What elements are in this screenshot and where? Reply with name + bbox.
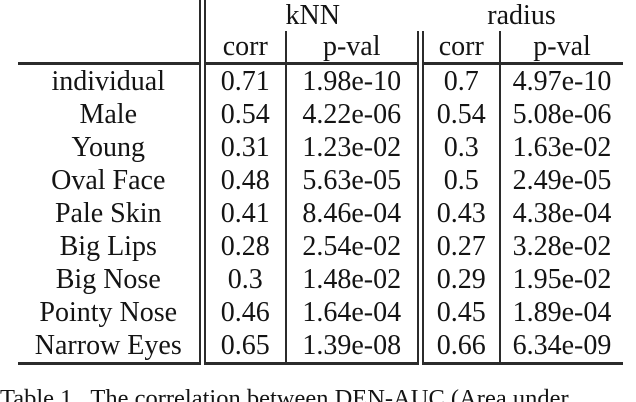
- row-label: Oval Face: [18, 164, 206, 197]
- col-header-knn-corr: corr: [202, 31, 287, 65]
- cell-radius-pval: 1.95e-02: [512, 264, 612, 295]
- table-row: Narrow Eyes 0.65 1.39e-08 0.66 6.34e-09: [18, 329, 624, 365]
- row-label: Narrow Eyes: [18, 329, 206, 365]
- group-header-radius: radius: [487, 0, 556, 31]
- cell-radius-corr: 0.43: [420, 197, 502, 230]
- row-label: Big Nose: [18, 263, 206, 296]
- cell-knn-pval: 8.46e-04: [286, 197, 424, 230]
- cell-radius-corr: 0.5: [420, 164, 502, 197]
- cell-knn-pval: 1.23e-02: [286, 131, 424, 164]
- cell-radius-pval: 4.97e-10: [512, 66, 612, 97]
- cell-knn-corr: 0.28: [202, 230, 287, 263]
- cell-radius-corr: 0.45: [420, 296, 502, 329]
- correlation-table: kNN radius corr p-val corr p-val individ…: [18, 0, 624, 365]
- cell-knn-corr: 0.31: [202, 131, 287, 164]
- cell-radius-pval: 4.38e-04: [512, 198, 612, 229]
- cell-knn-pval: 1.48e-02: [286, 263, 424, 296]
- cell-radius-corr: 0.27: [420, 230, 502, 263]
- row-label: Pale Skin: [18, 197, 206, 230]
- group-header-knn: kNN: [285, 0, 340, 31]
- cell-radius-pval: 2.49e-05: [512, 165, 612, 196]
- cell-radius-pval: 6.34e-09: [500, 329, 624, 365]
- cell-radius-corr: 0.54: [420, 98, 502, 131]
- cell-radius-pval: 1.89e-04: [512, 297, 612, 328]
- cell-knn-corr: 0.3: [202, 263, 287, 296]
- table-row: Young 0.31 1.23e-02 0.3 1.63e-02: [18, 131, 623, 164]
- table-row: Pale Skin 0.41 8.46e-04 0.43 4.38e-04: [18, 197, 623, 230]
- cell-radius-corr: 0.3: [420, 131, 502, 164]
- table-row: individual 0.71 1.98e-10 0.7 4.97e-10: [18, 63, 623, 98]
- row-label: Young: [18, 131, 206, 164]
- cell-radius-pval: 5.08e-06: [512, 99, 612, 130]
- cell-knn-pval: 1.39e-08: [286, 329, 424, 365]
- table-row: Big Nose 0.3 1.48e-02 0.29 1.95e-02: [18, 263, 623, 296]
- col-header-knn-pval: p-val: [286, 31, 424, 65]
- table-caption: Table 1. The correlation between DEN-AUC…: [0, 385, 569, 402]
- table-subheader-row: corr p-val corr p-val: [18, 31, 624, 65]
- row-label: Male: [18, 98, 206, 131]
- cell-radius-corr: 0.29: [420, 263, 502, 296]
- cell-knn-corr: 0.54: [202, 98, 287, 131]
- cell-knn-corr: 0.71: [202, 63, 287, 98]
- table-group-header-row: kNN radius: [18, 0, 623, 31]
- cell-knn-pval: 1.64e-04: [286, 296, 424, 329]
- table-row: Oval Face 0.48 5.63e-05 0.5 2.49e-05: [18, 164, 623, 197]
- cell-knn-corr: 0.46: [202, 296, 287, 329]
- cell-knn-pval: 5.63e-05: [286, 164, 424, 197]
- cell-radius-pval: 1.63e-02: [512, 132, 612, 163]
- corner-empty-cell: [18, 31, 206, 65]
- row-label: individual: [18, 63, 206, 98]
- cell-radius-corr: 0.66: [420, 329, 502, 365]
- cell-knn-corr: 0.41: [202, 197, 287, 230]
- col-header-radius-corr: corr: [420, 31, 502, 65]
- row-label: Big Lips: [18, 230, 206, 263]
- cell-knn-corr: 0.65: [202, 329, 287, 365]
- cell-knn-corr: 0.48: [202, 164, 287, 197]
- table-row: Pointy Nose 0.46 1.64e-04 0.45 1.89e-04: [18, 296, 623, 329]
- corner-empty-cell: [18, 0, 206, 31]
- row-label: Pointy Nose: [18, 296, 206, 329]
- cell-knn-pval: 4.22e-06: [286, 98, 424, 131]
- cell-radius-corr: 0.7: [420, 63, 502, 98]
- table-row: Big Lips 0.28 2.54e-02 0.27 3.28e-02: [18, 230, 623, 263]
- cell-knn-pval: 1.98e-10: [286, 63, 424, 98]
- col-header-radius-pval: p-val: [500, 31, 624, 65]
- table-row: Male 0.54 4.22e-06 0.54 5.08e-06: [18, 98, 623, 131]
- cell-radius-pval: 3.28e-02: [512, 231, 612, 262]
- cell-knn-pval: 2.54e-02: [286, 230, 424, 263]
